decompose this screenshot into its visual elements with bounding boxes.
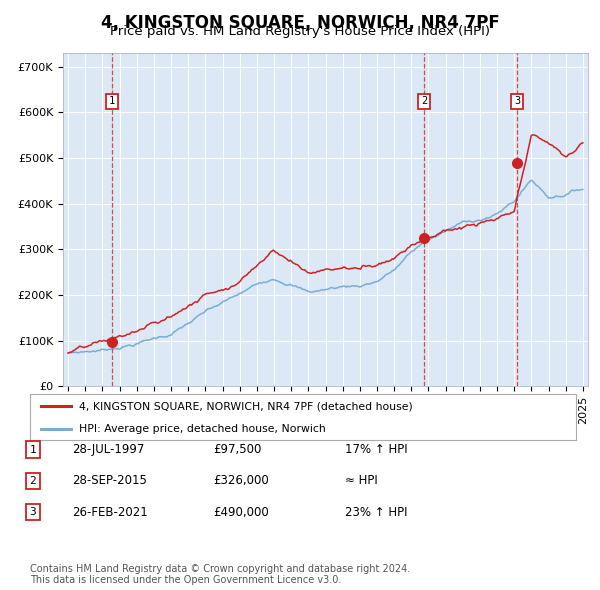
Text: Price paid vs. HM Land Registry's House Price Index (HPI): Price paid vs. HM Land Registry's House … <box>110 25 490 38</box>
Text: 1: 1 <box>29 445 37 454</box>
Text: 23% ↑ HPI: 23% ↑ HPI <box>345 506 407 519</box>
Text: 3: 3 <box>29 507 37 517</box>
Text: £326,000: £326,000 <box>213 474 269 487</box>
Text: 26-FEB-2021: 26-FEB-2021 <box>72 506 148 519</box>
Text: ≈ HPI: ≈ HPI <box>345 474 378 487</box>
Text: 1: 1 <box>109 96 115 106</box>
Text: 28-SEP-2015: 28-SEP-2015 <box>72 474 147 487</box>
Text: £97,500: £97,500 <box>213 443 262 456</box>
Text: £490,000: £490,000 <box>213 506 269 519</box>
Text: 4, KINGSTON SQUARE, NORWICH, NR4 7PF (detached house): 4, KINGSTON SQUARE, NORWICH, NR4 7PF (de… <box>79 401 413 411</box>
Text: 4, KINGSTON SQUARE, NORWICH, NR4 7PF: 4, KINGSTON SQUARE, NORWICH, NR4 7PF <box>101 14 499 32</box>
Text: HPI: Average price, detached house, Norwich: HPI: Average price, detached house, Norw… <box>79 424 326 434</box>
Text: 2: 2 <box>421 96 427 106</box>
Text: 2: 2 <box>29 476 37 486</box>
Text: 28-JUL-1997: 28-JUL-1997 <box>72 443 145 456</box>
Text: 17% ↑ HPI: 17% ↑ HPI <box>345 443 407 456</box>
Text: Contains HM Land Registry data © Crown copyright and database right 2024.
This d: Contains HM Land Registry data © Crown c… <box>30 563 410 585</box>
Text: 3: 3 <box>514 96 520 106</box>
